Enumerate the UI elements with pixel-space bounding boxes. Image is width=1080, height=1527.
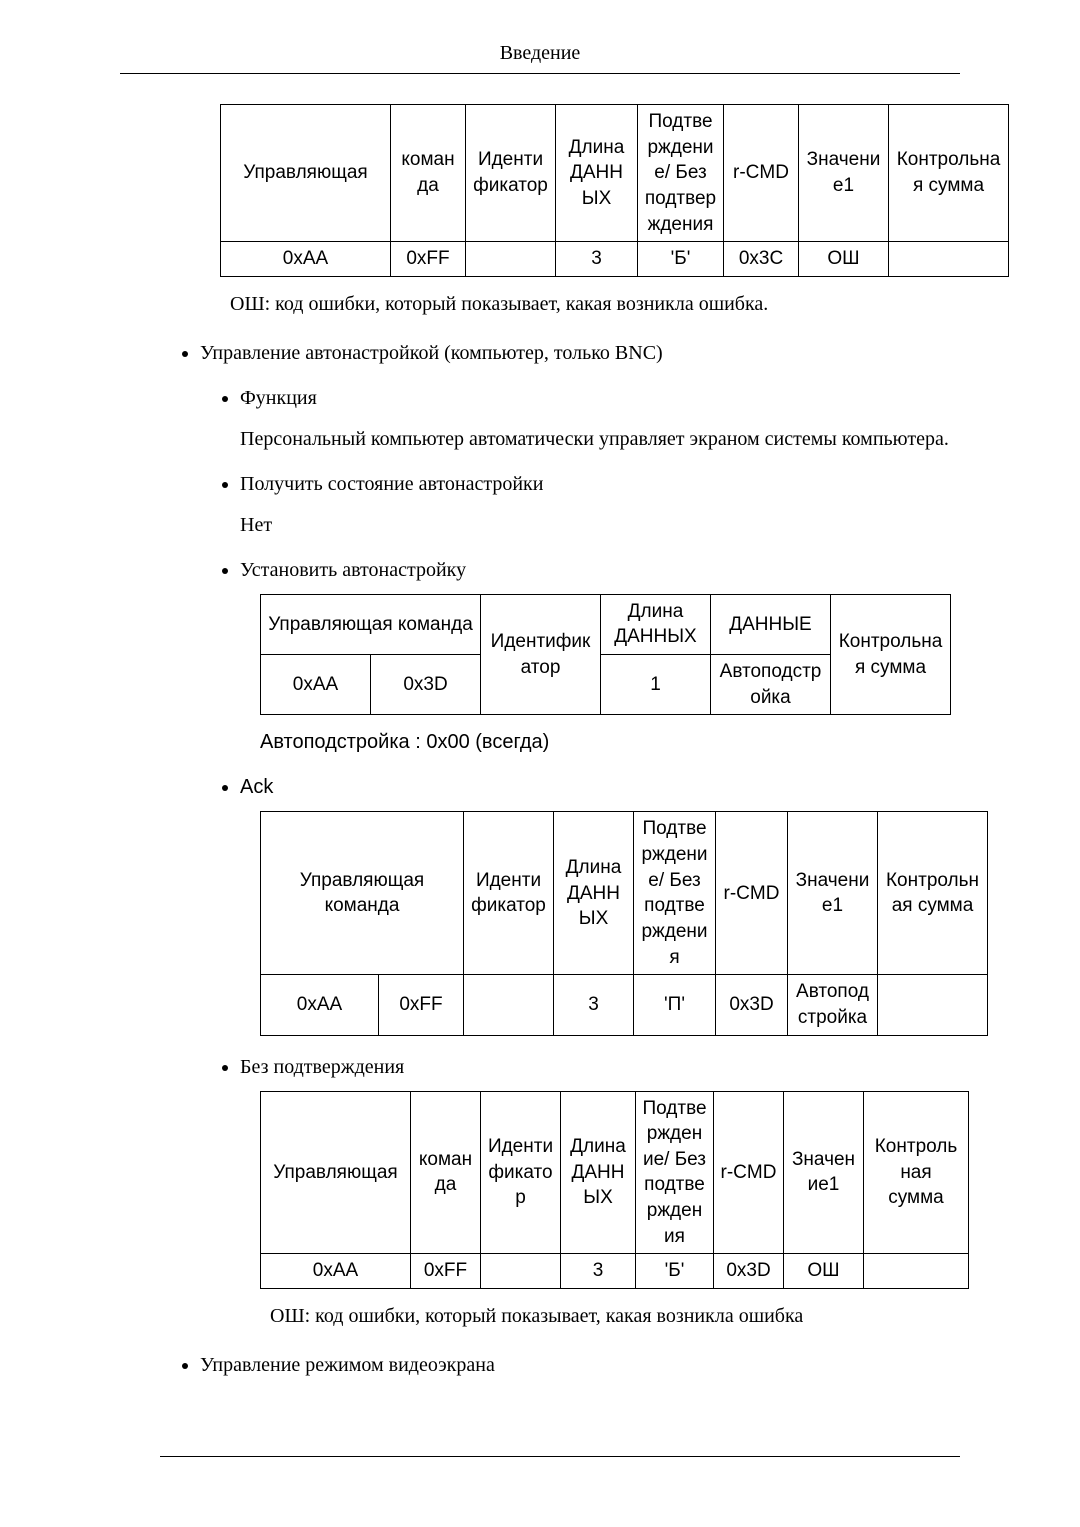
note-osh-1: ОШ: код ошибки, который показывает, кака… [230,291,960,318]
td: 0x3D [371,655,481,715]
table3: Управляющая команда Идентификатор Длина … [260,811,988,1035]
th-len: Длина ДАННЫХ [556,105,638,242]
b1-func-label: Функция [240,387,317,409]
th-rcmd: r-CMD [716,812,788,975]
list-item: Функция Персональный компьютер автоматич… [240,385,960,453]
td: 3 [554,975,634,1035]
th-cmd-b: команда [391,105,466,242]
table-row: 0xAA 0xFF 3 'Б' 0x3D ОШ [261,1254,969,1289]
th-ident: Идентификатор [466,105,556,242]
td: 3 [556,242,638,277]
table1-wrap: Управляющая команда Идентификатор Длина … [220,104,960,277]
table-row: Управляющая команда Идентификатор Длина … [261,1091,969,1254]
th-val1: Значение1 [799,105,889,242]
th-data: ДАННЫЕ [711,594,831,654]
p-auto: Автоподстройка : 0x00 (всегда) [260,729,960,756]
list-item: Установить автонастройку [240,557,960,584]
list-item: Без подтверждения [240,1054,960,1081]
td: 0x3D [714,1254,784,1289]
th-cmd: Управляющая команда [261,812,464,975]
th-rcmd: r-CMD [724,105,799,242]
th-ident: Идентификатор [464,812,554,975]
th-len: Длина ДАННЫХ [601,594,711,654]
td: 0x3C [724,242,799,277]
b1-title: Управление автонастройкой (компьютер, то… [200,342,663,364]
td [466,242,556,277]
td: 3 [561,1254,636,1289]
td: ОШ [784,1254,864,1289]
td: 0xFF [391,242,466,277]
th-ident: Идентификатор [481,1091,561,1254]
note-osh-2: ОШ: код ошибки, который показывает, кака… [270,1303,960,1330]
table-row: 0xAA 0xFF 3 'Б' 0x3C ОШ [221,242,1009,277]
th-crc: Контрольная сумма [878,812,988,975]
td: 'Б' [638,242,724,277]
th-crc: Контрольная сумма [831,594,951,715]
td: Автоподстройка [711,655,831,715]
b-nack: Без подтверждения [240,1056,404,1078]
list-lvl1: Управление автонастройкой (компьютер, то… [120,340,960,584]
table1: Управляющая команда Идентификатор Длина … [220,104,1009,277]
th-crc: Контрольная сумма [889,105,1009,242]
b-video: Управление режимом видеоэкрана [200,1354,495,1376]
td: 0xAA [261,655,371,715]
td [464,975,554,1035]
b1-func-text: Персональный компьютер автоматически упр… [240,426,960,453]
th-ack: Подтверждение/ Без подтверждения [638,105,724,242]
list-item: Управление автонастройкой (компьютер, то… [200,340,960,584]
page: Введение Управляющая команда Идентификат… [0,0,1080,1527]
th-cmd: Управляющая команда [261,594,481,654]
th-ack: Подтверждение/ Без подтверждения [634,812,716,975]
list-item: Управление режимом видеоэкрана [200,1352,960,1379]
th-ident: Идентификатор [481,594,601,715]
table4-wrap: Управляющая команда Идентификатор Длина … [260,1091,960,1289]
th-cmd-a: Управляющая [261,1091,411,1254]
td: 0xAA [261,975,379,1035]
th-len: Длина ДАННЫХ [554,812,634,975]
b1-set-label: Установить автонастройку [240,559,466,581]
b-ack: Ack [240,776,273,798]
th-val1: Значение1 [784,1091,864,1254]
td [481,1254,561,1289]
th-rcmd: r-CMD [714,1091,784,1254]
td: Автоподстройка [788,975,878,1035]
td: ОШ [799,242,889,277]
table-row: 0xAA 0xFF 3 'П' 0x3D Автоподстройка [261,975,988,1035]
td [878,975,988,1035]
list-lvl1-b: Управление режимом видеоэкрана [120,1352,960,1379]
td: 0xAA [261,1254,411,1289]
td: 'Б' [636,1254,714,1289]
th-cmd-b: команда [411,1091,481,1254]
td [864,1254,969,1289]
table-row: Управляющая команда Идентификатор Длина … [261,812,988,975]
page-header-title: Введение [120,40,960,73]
list-nack: Без подтверждения [120,1054,960,1081]
table2: Управляющая команда Идентификатор Длина … [260,594,951,716]
td: 0xAA [221,242,391,277]
list-ack: Ack [120,774,960,801]
list-item: Получить состояние автонастройки Нет [240,471,960,539]
table2-wrap: Управляющая команда Идентификатор Длина … [260,594,960,716]
td: 0xFF [379,975,464,1035]
list-item: Ack [240,774,960,801]
table-row: Управляющая команда Идентификатор Длина … [221,105,1009,242]
th-len: Длина ДАННЫХ [561,1091,636,1254]
td [889,242,1009,277]
header-rule [120,73,960,74]
table3-wrap: Управляющая команда Идентификатор Длина … [260,811,960,1035]
td: 0xFF [411,1254,481,1289]
footer-rule [160,1456,960,1457]
td: 1 [601,655,711,715]
th-val1: Значение1 [788,812,878,975]
th-cmd-a: Управляющая [221,105,391,242]
list-lvl2: Функция Персональный компьютер автоматич… [200,385,960,584]
b1-get-label: Получить состояние автонастройки [240,473,543,495]
th-ack: Подтверждение/ Без подтверждения [636,1091,714,1254]
td: 0x3D [716,975,788,1035]
b1-get-value: Нет [240,512,960,539]
th-crc: Контрольная сумма [864,1091,969,1254]
td: 'П' [634,975,716,1035]
table4: Управляющая команда Идентификатор Длина … [260,1091,969,1289]
table-row: Управляющая команда Идентификатор Длина … [261,594,951,654]
